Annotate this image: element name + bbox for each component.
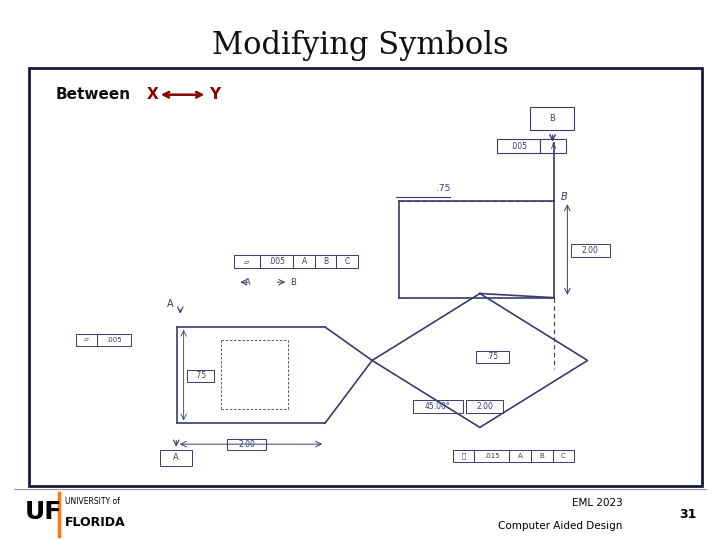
Bar (293, 255, 315, 268)
Text: Y: Y (210, 87, 220, 102)
Text: B: B (549, 114, 556, 124)
Bar (571, 244, 610, 257)
Bar (336, 255, 358, 268)
Bar (497, 139, 541, 153)
Text: C: C (561, 453, 566, 459)
Bar (453, 450, 474, 462)
Bar (260, 255, 293, 268)
Text: X: X (147, 87, 158, 102)
Bar (413, 400, 463, 413)
Text: Modifying Symbols: Modifying Symbols (212, 30, 508, 60)
Bar (160, 450, 192, 466)
Text: A: A (518, 453, 523, 459)
Text: ▱: ▱ (244, 259, 250, 265)
Text: .75: .75 (487, 352, 499, 361)
Text: 45.00°: 45.00° (425, 402, 450, 411)
Text: 2.00: 2.00 (476, 402, 493, 411)
Bar (315, 255, 336, 268)
Text: EML 2023: EML 2023 (572, 498, 623, 508)
Text: Computer Aided Design: Computer Aided Design (498, 521, 623, 531)
Text: .75: .75 (436, 184, 450, 193)
Text: A: A (302, 257, 307, 266)
Text: C: C (345, 257, 350, 266)
Text: 2.00: 2.00 (238, 440, 256, 449)
Text: B: B (539, 453, 544, 459)
Bar (187, 370, 214, 382)
Bar (234, 255, 260, 268)
Text: .005: .005 (510, 142, 527, 151)
Text: FLORIDA: FLORIDA (65, 516, 125, 529)
Text: .005: .005 (107, 337, 122, 343)
Bar (228, 438, 266, 450)
Text: B: B (290, 278, 296, 287)
Text: B: B (561, 192, 567, 202)
Text: UF: UF (25, 500, 63, 524)
Text: ▱: ▱ (84, 338, 89, 342)
Bar (97, 334, 131, 346)
Text: 2.00: 2.00 (582, 246, 599, 255)
Text: Between: Between (55, 87, 131, 102)
Bar (477, 351, 509, 362)
Bar (510, 450, 531, 462)
Bar (541, 139, 566, 153)
Text: ⌒: ⌒ (462, 453, 466, 459)
Text: 31: 31 (679, 508, 696, 521)
Text: B: B (323, 257, 328, 266)
Text: A: A (174, 454, 179, 462)
Bar (531, 107, 574, 130)
Bar (76, 334, 97, 346)
Text: A: A (167, 299, 174, 309)
Text: A: A (551, 142, 556, 151)
Text: UNIVERSITY of: UNIVERSITY of (65, 497, 120, 506)
Bar (474, 450, 510, 462)
Text: .005: .005 (268, 257, 285, 266)
Bar (466, 400, 503, 413)
Bar (531, 450, 552, 462)
Text: .015: .015 (484, 453, 500, 459)
Text: .75: .75 (194, 372, 207, 381)
Bar (552, 450, 574, 462)
Text: A: A (246, 278, 251, 287)
